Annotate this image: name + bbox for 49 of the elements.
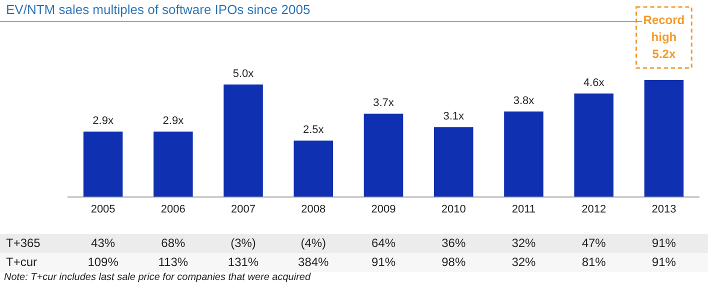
text: (4%) [300, 236, 328, 250]
text: 32% [510, 255, 537, 269]
bar [574, 93, 614, 197]
x-tick-label: 2009 [371, 203, 396, 216]
x-tick-label: 2010 [441, 203, 466, 216]
x-tick-label: 2007 [231, 203, 256, 216]
bar [644, 80, 684, 197]
data-label: 2.9x [162, 115, 184, 128]
text: 36% [440, 236, 467, 250]
text: 113% [157, 255, 190, 269]
bar [83, 132, 123, 197]
x-tick-label: 2013 [652, 203, 676, 216]
x-tick-label: 2005 [90, 203, 116, 216]
bar [224, 84, 263, 197]
chart-title: EV/NTM sales multiples of software IPOs since 2005 [6, 2, 310, 17]
text: 109% [86, 255, 120, 269]
text: 131% [226, 255, 260, 269]
text: 68% [160, 236, 186, 250]
text: 91% [370, 255, 397, 269]
data-label: 3.7x [373, 97, 394, 110]
text: 81% [580, 255, 607, 269]
x-tick-label: 2008 [301, 203, 326, 216]
text: 91% [650, 236, 677, 250]
text: (3%) [230, 236, 257, 250]
data-label: 2.5x [302, 124, 324, 136]
data-label: 5.0x [232, 68, 254, 80]
data-label: 3.8x [513, 94, 535, 107]
bar [434, 127, 474, 197]
x-tick-label: 2006 [160, 203, 186, 216]
text: T+cur [6, 255, 38, 269]
annotation: Record high 5.2x [643, 12, 685, 61]
text: 43% [90, 236, 116, 250]
text: 98% [440, 255, 467, 269]
bar [364, 114, 404, 197]
text: 47% [580, 236, 607, 250]
text: T+365 [6, 236, 42, 250]
x-tick-label: 2011 [512, 203, 536, 216]
bar [154, 132, 193, 197]
bar [504, 111, 544, 197]
data-label: 3.1x [443, 110, 465, 123]
x-tick-label: 2012 [582, 203, 606, 216]
text: 384% [297, 255, 330, 269]
text: Note: T+cur includes last sale price for companies that were acquired [4, 272, 311, 283]
text: 91% [650, 255, 677, 269]
text: 64% [370, 236, 397, 250]
data-label: 4.6x [583, 77, 605, 90]
bar [294, 140, 334, 197]
text: 32% [510, 236, 537, 250]
data-label: 2.9x [92, 115, 114, 128]
